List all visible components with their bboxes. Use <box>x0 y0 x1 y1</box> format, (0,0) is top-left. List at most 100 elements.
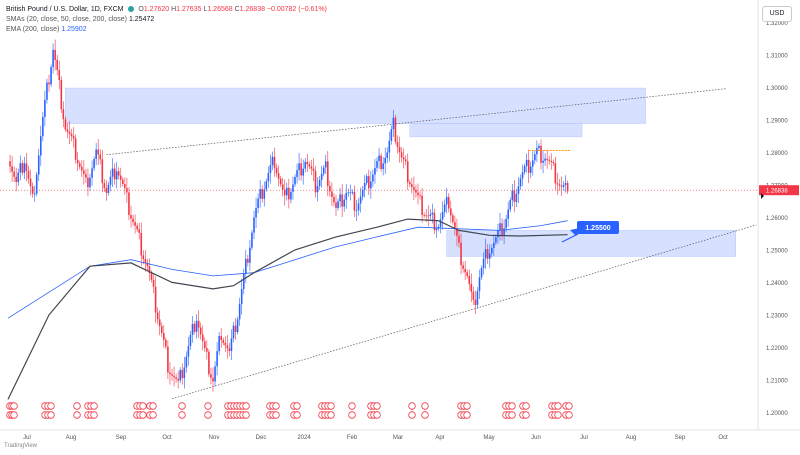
candle-body <box>146 262 149 267</box>
x-tick-label: May <box>483 435 494 441</box>
event-marker <box>554 411 562 419</box>
ema-value: 1.25902 <box>61 26 87 33</box>
y-tick-label: 1.20000 <box>766 411 788 417</box>
candle-body <box>363 182 366 190</box>
candle-body <box>181 369 184 379</box>
candle-body <box>62 109 65 120</box>
candle-body <box>488 253 491 259</box>
candle-body <box>179 369 181 381</box>
candle-body <box>351 191 354 193</box>
candle-body <box>42 117 44 137</box>
candle-body <box>304 161 307 169</box>
candle-body <box>56 59 58 71</box>
legend-sma-row[interactable]: SMAs (20, close, 50, close, 200, close) … <box>6 15 327 25</box>
candle-body <box>370 181 372 189</box>
legend-ema-row[interactable]: EMA (200, close) 1.25902 <box>6 25 327 35</box>
candle-body <box>427 215 430 217</box>
candle-body <box>29 178 32 187</box>
candle-body <box>480 267 483 278</box>
candle-body <box>499 223 501 231</box>
event-marker <box>272 402 280 410</box>
market-status-icon <box>128 6 135 13</box>
y-tick-label: 1.24000 <box>766 281 788 287</box>
candle-body <box>234 325 237 333</box>
candle-body <box>357 203 360 211</box>
candle-body <box>158 319 161 327</box>
candle-body <box>339 194 341 202</box>
candle-body <box>15 176 17 183</box>
close-label: C <box>234 6 240 13</box>
candle-body <box>230 338 233 352</box>
candle-body <box>37 155 40 175</box>
candle-body <box>44 99 46 118</box>
candle-body <box>318 179 321 187</box>
candle-body <box>300 163 302 176</box>
supply-demand-zone <box>446 230 736 257</box>
event-marker <box>508 411 516 419</box>
candle-body <box>431 212 434 215</box>
candle-body <box>349 192 352 194</box>
candle-body <box>281 184 284 190</box>
y-tick-label: 1.25000 <box>766 248 788 254</box>
candle-body <box>25 163 28 171</box>
candle-body <box>374 167 376 175</box>
candle-body <box>411 184 413 188</box>
candle-body <box>435 228 438 231</box>
candle-body <box>251 232 253 248</box>
event-marker <box>73 402 81 410</box>
candle-body <box>540 145 542 163</box>
candle-body <box>85 174 87 178</box>
chart-legend: British Pound / U.S. Dollar, 1D, FXCM O1… <box>6 5 327 35</box>
candle-body <box>60 80 63 110</box>
candle-body <box>390 129 393 141</box>
candle-body <box>128 192 130 215</box>
event-marker <box>242 402 250 410</box>
candle-body <box>550 160 553 163</box>
candle-body <box>302 168 304 176</box>
event-marker <box>293 411 301 419</box>
candle-body <box>355 210 358 212</box>
event-marker <box>421 402 429 410</box>
candle-body <box>290 191 292 200</box>
candle-body <box>445 196 448 205</box>
candle-body <box>466 272 468 276</box>
candle-body <box>265 181 268 190</box>
candle-body <box>544 158 546 161</box>
candle-body <box>107 184 110 193</box>
y-tick-label: 1.22000 <box>766 346 788 352</box>
candle-body <box>347 192 350 194</box>
candle-body <box>495 237 497 243</box>
candle-body <box>511 190 514 201</box>
event-marker <box>149 411 157 419</box>
candle-body <box>417 192 419 196</box>
candle-body <box>93 158 95 169</box>
supply-demand-zone <box>65 87 646 124</box>
candle-body <box>240 289 243 305</box>
candle-body <box>197 320 200 328</box>
candle-body <box>269 164 272 174</box>
currency-button[interactable]: USD <box>762 6 792 22</box>
event-marker <box>463 411 471 419</box>
candle-body <box>288 187 290 200</box>
y-tick-label: 1.31000 <box>766 53 788 59</box>
ema-label: EMA (200, close) <box>6 26 60 33</box>
candle-body <box>140 232 143 256</box>
candle-body <box>546 158 548 160</box>
candle-body <box>554 163 557 184</box>
candle-body <box>398 147 401 153</box>
candle-body <box>46 82 48 100</box>
ema-200-line <box>7 220 568 319</box>
x-tick-label: Jun <box>531 435 541 441</box>
event-marker <box>565 411 573 419</box>
event-marker <box>10 411 18 419</box>
candle-body <box>279 178 282 185</box>
candle-body <box>552 162 555 164</box>
x-tick-label: Oct <box>718 435 728 441</box>
trendline <box>171 224 757 400</box>
candle-body <box>509 200 512 210</box>
candle-body <box>218 336 220 352</box>
candle-body <box>470 283 473 292</box>
candle-body <box>534 154 536 161</box>
